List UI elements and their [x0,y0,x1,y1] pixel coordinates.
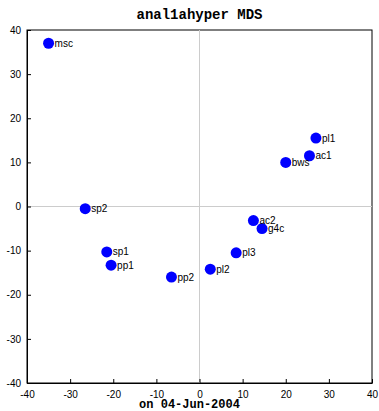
x-tick-mark [329,379,330,383]
y-tick-mark [27,251,31,252]
point [166,272,177,283]
x-tick: 20 [281,379,293,400]
x-tick-mark [156,379,157,383]
point-label: sp2 [91,203,108,214]
point [106,260,117,271]
y-tick-label: 0 [15,201,21,212]
y-axis: -40 -30 -20 -10 0 10 20 30 40 [7,25,31,389]
y-tick-label: -30 [7,334,22,345]
y-tick-mark [27,118,31,119]
y-tick-label: -10 [7,245,22,256]
x-axis: -40 -30 -20 -10 0 10 20 30 40 [20,379,378,400]
y-tick: -20 [7,289,31,300]
y-tick-mark [27,162,31,163]
y-tick-label: -20 [7,289,22,300]
point [280,157,291,168]
y-tick: 30 [10,69,31,80]
x-tick-label: -30 [63,389,78,400]
x-tick: 10 [238,379,250,400]
y-tick-mark [27,74,31,75]
points [43,38,321,283]
point [248,215,259,226]
y-tick: 10 [10,157,31,168]
title: anal1ahyper MDS [136,7,262,23]
zero-line-y [27,206,372,207]
y-tick-label: 30 [10,69,22,80]
point-label: pp2 [177,272,194,283]
point [80,203,91,214]
y-tick-mark [27,295,31,296]
y-tick: -30 [7,334,31,345]
point [205,264,216,275]
y-tick-label: 20 [10,113,22,124]
y-tick-mark [27,30,31,31]
y-tick-label: -40 [7,378,22,389]
y-tick: 40 [10,25,31,36]
x-tick: 40 [367,379,379,400]
x-tick-label: 40 [367,389,379,400]
point [231,247,242,258]
x-tick-mark [200,379,201,383]
point-labels: mscsp2sp1pp1pp2pl2pl3ac2g4cbwsac1pl1 [55,38,336,283]
subtitle: on 04-Jun-2004 [139,398,240,411]
y-tick-label: 10 [10,157,22,168]
x-tick: -20 [107,379,122,400]
x-tick-label: -40 [20,389,35,400]
y-tick: 0 [15,201,31,212]
y-tick-mark [27,383,31,384]
x-tick: -30 [63,379,78,400]
x-tick-label: -20 [107,389,122,400]
point-label: pl1 [322,133,336,144]
point-label: g4c [268,223,284,234]
y-tick: 20 [10,113,31,124]
x-tick-mark [372,379,373,383]
y-tick-mark [27,207,31,208]
point-label: ac1 [315,150,332,161]
y-tick-label: 40 [10,25,22,36]
x-tick-label: 30 [324,389,336,400]
point-label: msc [55,38,73,49]
x-tick-mark [286,379,287,383]
point-label: pl2 [216,264,230,275]
point [101,246,112,257]
point-label: bws [292,157,310,168]
x-tick-mark [70,379,71,383]
y-tick: -40 [7,378,31,389]
point-label: pl3 [242,247,256,258]
x-tick-mark [113,379,114,383]
chart: -40 -30 -20 -10 0 10 20 30 40 -40 -30 -20 -10 0 10 20 30… [0,0,379,411]
point [43,38,54,49]
x-axis-line [28,383,373,384]
y-tick: -10 [7,245,31,256]
x-tick: 30 [324,379,336,400]
point [310,133,321,144]
x-tick-label: 20 [281,389,293,400]
x-tick: -10 [150,379,165,400]
point-label: pp1 [117,260,134,271]
x-tick: 0 [197,379,203,400]
y-tick-mark [27,339,31,340]
plot-frame [27,30,372,383]
x-tick-mark [243,379,244,383]
point-label: sp1 [113,246,130,257]
